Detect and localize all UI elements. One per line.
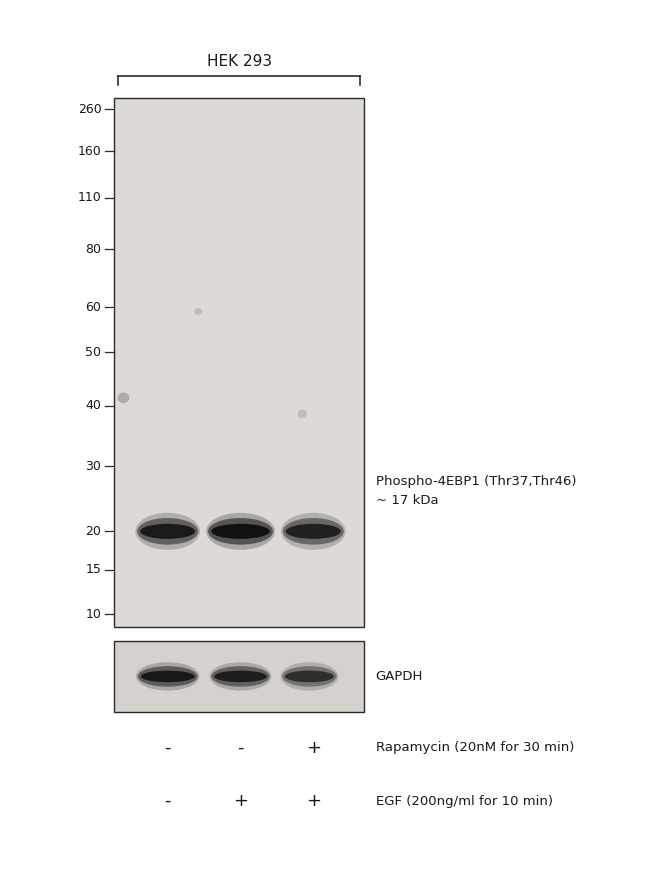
Bar — [114, 641, 364, 712]
Ellipse shape — [211, 524, 270, 538]
Text: 20: 20 — [86, 525, 101, 538]
Ellipse shape — [281, 662, 338, 691]
Text: 80: 80 — [85, 243, 101, 255]
Text: +: + — [306, 792, 321, 810]
Text: -: - — [164, 739, 171, 756]
Ellipse shape — [286, 524, 341, 538]
Text: 110: 110 — [77, 191, 101, 204]
Ellipse shape — [282, 666, 337, 687]
Ellipse shape — [208, 518, 273, 545]
Ellipse shape — [138, 666, 198, 687]
Ellipse shape — [285, 671, 334, 682]
Text: 15: 15 — [86, 563, 101, 576]
Text: +: + — [233, 792, 248, 810]
Text: 50: 50 — [85, 346, 101, 359]
Ellipse shape — [214, 671, 266, 682]
Ellipse shape — [136, 662, 200, 691]
Text: Phospho-4EBP1 (Thr37,Thr46)
~ 17 kDa: Phospho-4EBP1 (Thr37,Thr46) ~ 17 kDa — [376, 475, 576, 507]
Ellipse shape — [194, 308, 202, 315]
Text: 30: 30 — [86, 460, 101, 473]
Bar — [114, 98, 364, 627]
Text: 10: 10 — [86, 608, 101, 620]
Ellipse shape — [281, 513, 346, 550]
Text: -: - — [164, 792, 171, 810]
Text: Rapamycin (20nM for 30 min): Rapamycin (20nM for 30 min) — [376, 741, 574, 754]
Text: 40: 40 — [86, 400, 101, 412]
Text: 260: 260 — [77, 103, 101, 116]
Ellipse shape — [283, 518, 344, 545]
Ellipse shape — [135, 513, 200, 550]
Text: EGF (200ng/ml for 10 min): EGF (200ng/ml for 10 min) — [376, 795, 552, 807]
Text: 160: 160 — [77, 145, 101, 158]
Text: HEK 293: HEK 293 — [207, 54, 272, 69]
Ellipse shape — [211, 666, 270, 687]
Text: GAPDH: GAPDH — [376, 670, 423, 683]
Ellipse shape — [137, 518, 198, 545]
Ellipse shape — [209, 662, 272, 691]
Text: 60: 60 — [86, 301, 101, 313]
Ellipse shape — [118, 392, 129, 403]
Text: +: + — [306, 739, 321, 756]
Ellipse shape — [141, 671, 194, 682]
Ellipse shape — [298, 409, 307, 418]
Ellipse shape — [206, 513, 275, 550]
Ellipse shape — [140, 524, 195, 538]
Text: -: - — [237, 739, 244, 756]
